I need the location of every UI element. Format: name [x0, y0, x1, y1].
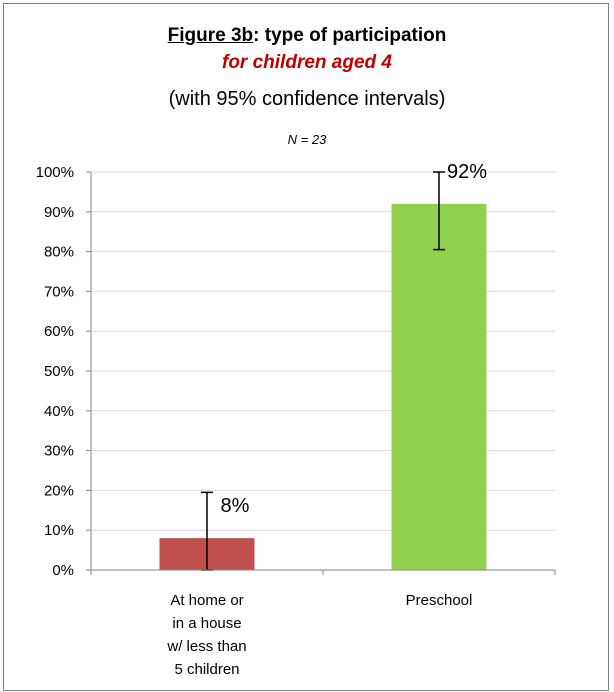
y-tick-label: 100%	[36, 164, 74, 181]
category-label: At home or	[170, 592, 243, 609]
y-tick-label: 30%	[44, 443, 74, 460]
bar	[391, 203, 487, 570]
y-tick-label: 90%	[44, 204, 74, 221]
y-tick-label: 40%	[44, 403, 74, 420]
title-text: : type of participation	[253, 25, 447, 46]
data-label: 8%	[221, 495, 250, 517]
y-tick-label: 0%	[52, 562, 74, 579]
category-label: Preschool	[406, 592, 473, 609]
confidence-note: (with 95% confidence intervals)	[168, 88, 446, 110]
sample-size-label: N = 23	[287, 132, 327, 147]
category-label: in a house	[172, 615, 241, 632]
category-label: 5 children	[174, 661, 239, 678]
chart-frame	[3, 3, 609, 691]
chart-subtitle: for children aged 4	[222, 52, 392, 73]
y-tick-label: 80%	[44, 244, 74, 261]
y-tick-label: 20%	[44, 482, 74, 499]
category-label: w/ less than	[166, 638, 246, 655]
y-tick-label: 70%	[44, 283, 74, 300]
data-label: 92%	[447, 161, 487, 183]
chart-title: Figure 3b: type of participation	[0, 25, 614, 47]
y-tick-label: 60%	[44, 323, 74, 340]
figure-label: Figure 3b	[167, 25, 254, 46]
y-tick-label: 50%	[44, 363, 74, 380]
y-tick-label: 10%	[44, 522, 74, 539]
